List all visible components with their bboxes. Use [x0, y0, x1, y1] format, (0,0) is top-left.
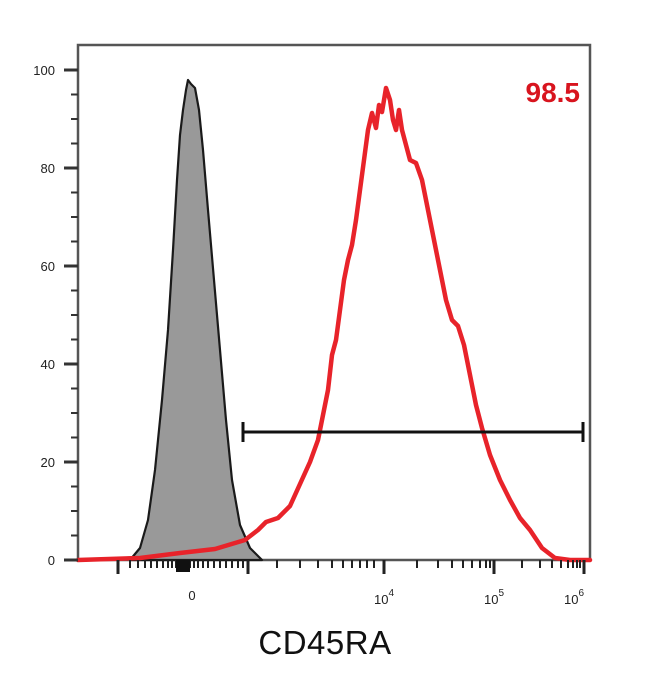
x-tick-1e4: 104: [374, 588, 394, 607]
x-axis-title: CD45RA: [258, 624, 392, 661]
gate-percentage: 98.5: [526, 77, 581, 108]
y-tick-40: 40: [41, 357, 55, 372]
x-tick-1e6: 106: [564, 588, 584, 607]
y-tick-100: 100: [33, 63, 55, 78]
control-histogram: [128, 78, 264, 562]
y-tick-labels: 0 20 40 60 80 100: [33, 63, 55, 568]
x-tick-1e5: 105: [484, 588, 504, 607]
y-tick-80: 80: [41, 161, 55, 176]
x-axis: [116, 560, 586, 574]
x-tick-labels: 0 104 105 106: [188, 588, 584, 607]
y-tick-20: 20: [41, 455, 55, 470]
range-gate[interactable]: [241, 422, 585, 442]
y-axis: [64, 68, 78, 562]
x-tick-0: 0: [188, 588, 195, 603]
y-tick-0: 0: [48, 553, 55, 568]
cd45ra-histogram: [75, 85, 593, 563]
y-tick-60: 60: [41, 259, 55, 274]
